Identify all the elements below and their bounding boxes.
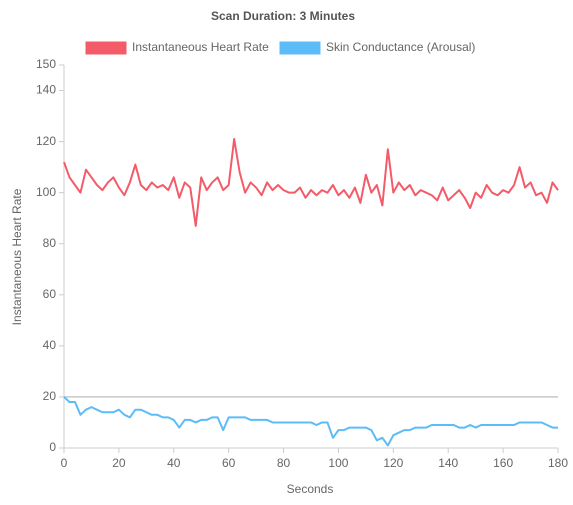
x-tick-label: 100 — [328, 456, 348, 470]
y-tick-label: 20 — [43, 389, 57, 403]
y-axis-label: Instantaneous Heart Rate — [10, 188, 24, 325]
y-tick-label: 80 — [43, 236, 57, 250]
legend-swatch — [279, 41, 321, 55]
y-tick-label: 100 — [36, 185, 56, 199]
x-tick-label: 0 — [61, 456, 68, 470]
y-tick-label: 40 — [43, 338, 57, 352]
x-tick-label: 80 — [277, 456, 291, 470]
x-tick-label: 140 — [438, 456, 458, 470]
legend-swatch — [85, 41, 127, 55]
legend-label: Instantaneous Heart Rate — [132, 40, 269, 54]
x-tick-label: 60 — [222, 456, 236, 470]
legend-label: Skin Conductance (Arousal) — [326, 40, 475, 54]
series-line — [63, 138, 559, 227]
x-tick-label: 160 — [493, 456, 513, 470]
y-tick-label: 120 — [36, 134, 56, 148]
x-tick-label: 40 — [167, 456, 181, 470]
x-tick-label: 120 — [383, 456, 403, 470]
y-tick-label: 150 — [36, 57, 56, 71]
x-tick-label: 180 — [548, 456, 568, 470]
y-tick-label: 60 — [43, 287, 57, 301]
y-tick-label: 140 — [36, 83, 56, 97]
series-line — [63, 396, 558, 447]
x-axis-label: Seconds — [287, 482, 334, 496]
x-tick-label: 20 — [112, 456, 126, 470]
chart-title: Scan Duration: 3 Minutes — [211, 9, 355, 23]
y-tick-label: 0 — [49, 440, 56, 454]
